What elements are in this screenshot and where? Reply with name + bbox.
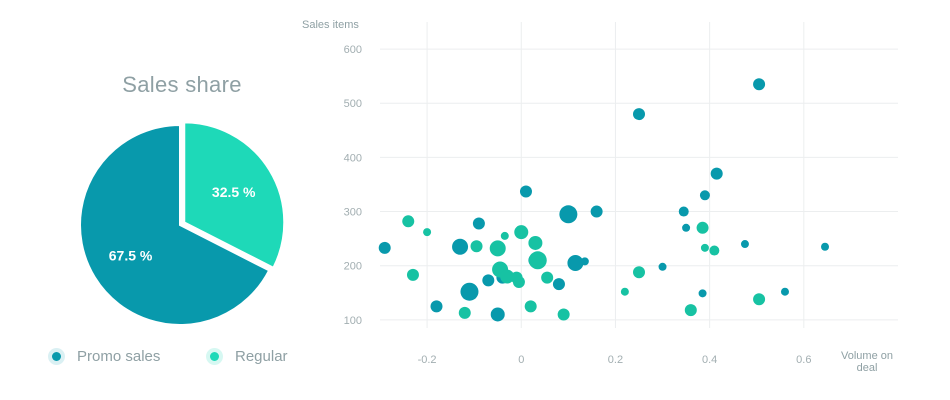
scatter-point-regular[interactable] [406, 268, 419, 281]
pie-chart-title: Sales share [122, 72, 242, 97]
scatter-point-promo-sales[interactable] [740, 240, 749, 249]
scatter-point-regular[interactable] [753, 293, 766, 306]
scatter-point-promo-sales[interactable] [678, 206, 689, 217]
scatter-point-regular[interactable] [512, 275, 525, 288]
scatter-point-promo-sales[interactable] [559, 205, 578, 224]
scatter-point-regular[interactable] [402, 215, 415, 228]
x-tick-label: 0 [518, 354, 524, 366]
x-tick-label: 0.2 [608, 354, 623, 366]
scatter-point-promo-sales[interactable] [780, 287, 789, 296]
scatter-point-regular[interactable] [633, 266, 645, 279]
pie-chart: 32.5 % 67.5 % [79, 121, 286, 326]
scatter-point-promo-sales[interactable] [472, 217, 485, 230]
pie-slice-label: 32.5 % [212, 184, 256, 200]
scatter-point-regular[interactable] [489, 240, 506, 257]
scatter-point-regular[interactable] [514, 225, 529, 240]
y-tick-label: 600 [344, 44, 362, 56]
scatter-point-regular[interactable] [500, 231, 509, 240]
scatter-point-promo-sales[interactable] [580, 257, 589, 266]
legend-label-promo-sales: Promo sales [77, 348, 161, 365]
scatter-point-regular[interactable] [557, 308, 570, 321]
scatter-point-promo-sales[interactable] [482, 274, 495, 287]
legend-marker-promo-icon [52, 352, 61, 361]
scatter-point-regular[interactable] [684, 304, 697, 317]
x-axis-title: Volume on deal [841, 350, 893, 374]
scatter-point-promo-sales[interactable] [490, 307, 505, 322]
x-tick-label: 0.6 [796, 354, 811, 366]
pie-slice-regular[interactable] [183, 121, 286, 270]
scatter-point-regular[interactable] [528, 235, 543, 250]
scatter-point-promo-sales[interactable] [698, 289, 707, 298]
scatter-point-regular[interactable] [500, 269, 515, 284]
y-tick-label: 500 [344, 98, 362, 110]
scatter-point-regular[interactable] [709, 245, 720, 256]
scatter-point-promo-sales[interactable] [519, 185, 532, 198]
y-tick-label: 100 [344, 315, 362, 327]
scatter-point-promo-sales[interactable] [590, 205, 603, 218]
scatter-point-promo-sales[interactable] [682, 223, 691, 232]
scatter-point-promo-sales[interactable] [460, 282, 479, 301]
y-tick-label: 400 [344, 152, 362, 164]
scatter-point-promo-sales[interactable] [699, 190, 710, 201]
scatter-point-promo-sales[interactable] [710, 167, 723, 180]
scatter-point-promo-sales[interactable] [430, 300, 443, 313]
scatter-point-regular[interactable] [620, 287, 629, 296]
x-tick-label: 0.4 [702, 354, 717, 366]
legend-label-regular: Regular [235, 348, 288, 365]
pie-slice-label: 67.5 % [109, 247, 153, 263]
x-tick-label: -0.2 [418, 354, 437, 366]
scatter-point-regular[interactable] [541, 271, 554, 284]
scatter-point-regular[interactable] [700, 243, 709, 252]
scatter-point-promo-sales[interactable] [658, 262, 667, 271]
scatter-point-promo-sales[interactable] [821, 242, 830, 251]
scatter-point-regular[interactable] [524, 300, 537, 313]
legend-marker-regular-icon [210, 352, 219, 361]
scatter-point-regular[interactable] [528, 251, 547, 270]
pie-slice-promo-sales[interactable] [79, 123, 271, 326]
y-axis-title: Sales items [302, 19, 359, 31]
scatter-point-regular[interactable] [470, 240, 483, 253]
legend-item-regular[interactable]: Regular [210, 348, 288, 365]
scatter-point-promo-sales[interactable] [567, 255, 584, 272]
scatter-point-promo-sales[interactable] [633, 108, 645, 121]
scatter-point-regular[interactable] [423, 228, 432, 237]
y-tick-label: 200 [344, 261, 362, 273]
scatter-point-promo-sales[interactable] [378, 241, 391, 254]
scatter-point-promo-sales[interactable] [753, 78, 766, 91]
scatter-point-promo-sales[interactable] [552, 278, 565, 291]
scatter-point-promo-sales[interactable] [452, 238, 469, 255]
legend-item-promo-sales[interactable]: Promo sales [52, 348, 160, 365]
scatter-point-regular[interactable] [696, 221, 709, 234]
y-tick-label: 300 [344, 207, 362, 219]
scatter-point-regular[interactable] [458, 306, 471, 319]
